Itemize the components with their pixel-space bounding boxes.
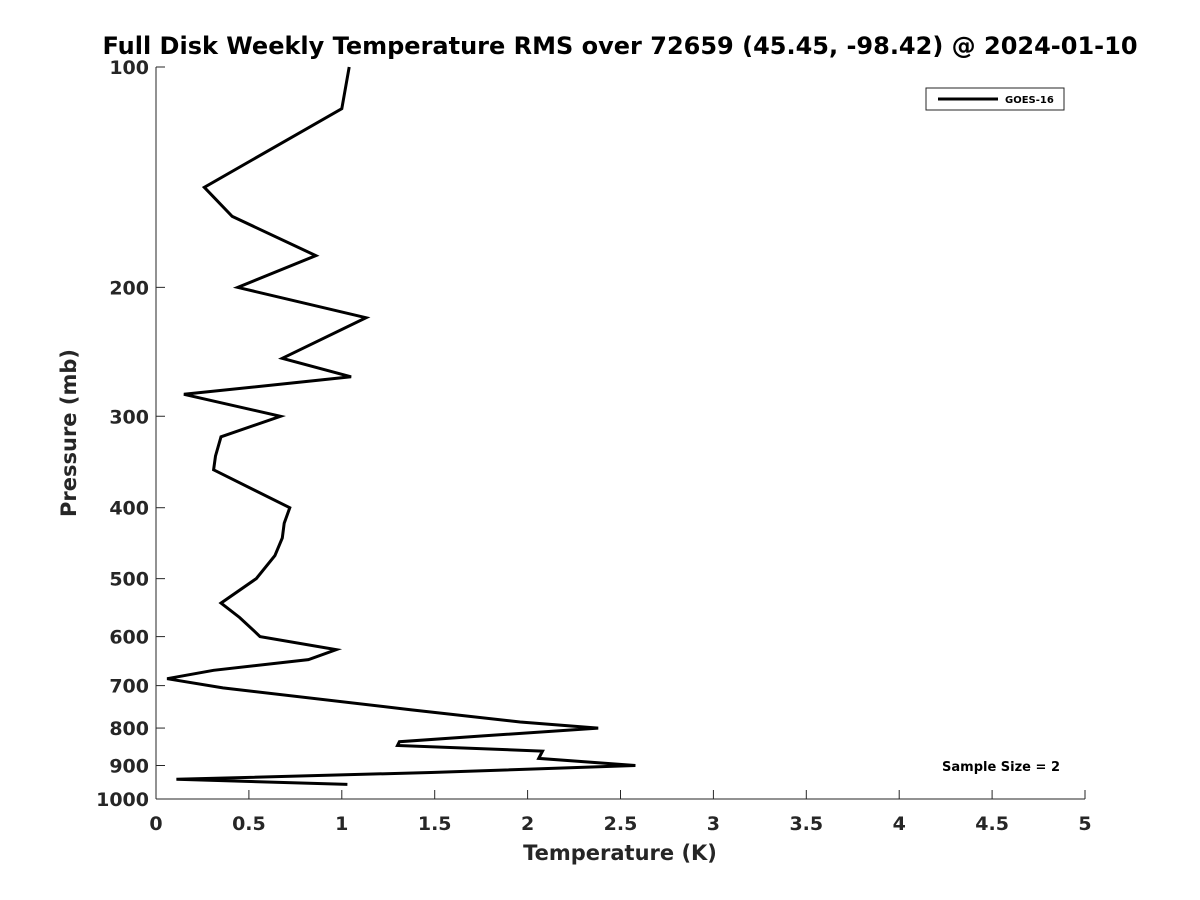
x-tick-label: 3.5 xyxy=(789,813,823,835)
x-tick-label: 1 xyxy=(335,813,348,835)
x-tick-label: 1.5 xyxy=(418,813,452,835)
y-tick-label: 200 xyxy=(109,277,149,299)
y-tick-label: 700 xyxy=(109,676,149,698)
y-tick-label: 400 xyxy=(109,498,149,520)
series-line-goes-16 xyxy=(166,66,636,786)
y-ticks: 100 200 300 400 500 600 700 800 900 1000 xyxy=(96,57,165,811)
y-tick-label: 500 xyxy=(109,569,149,591)
y-tick-label: 800 xyxy=(109,718,149,740)
x-tick-label: 4 xyxy=(893,813,906,835)
x-tick-label: 0 xyxy=(149,813,162,835)
x-tick-label: 2.5 xyxy=(604,813,638,835)
x-tick-label: 2 xyxy=(521,813,534,835)
legend: GOES-16 xyxy=(925,87,1065,111)
x-tick-label: 0.5 xyxy=(232,813,266,835)
y-tick-label: 600 xyxy=(109,627,149,649)
x-tick-label: 4.5 xyxy=(975,813,1009,835)
legend-label-goes-16: GOES-16 xyxy=(1005,95,1054,106)
x-tick-label: 3 xyxy=(707,813,720,835)
y-tick-label: 1000 xyxy=(96,789,149,811)
sample-size-annotation: Sample Size = 2 xyxy=(942,760,1060,775)
x-tick-label: 5 xyxy=(1078,813,1091,835)
x-axis-label: Temperature (K) xyxy=(523,841,717,865)
y-tick-label: 900 xyxy=(109,756,149,778)
chart-title: Full Disk Weekly Temperature RMS over 72… xyxy=(102,32,1137,60)
y-axis-label: Pressure (mb) xyxy=(57,349,81,517)
x-ticks: 0 0.5 1 1.5 2 2.5 3 3.5 4 4.5 5 xyxy=(149,790,1092,835)
series-layer xyxy=(166,66,636,786)
y-tick-label: 300 xyxy=(109,406,149,428)
y-tick-label: 100 xyxy=(109,57,149,79)
